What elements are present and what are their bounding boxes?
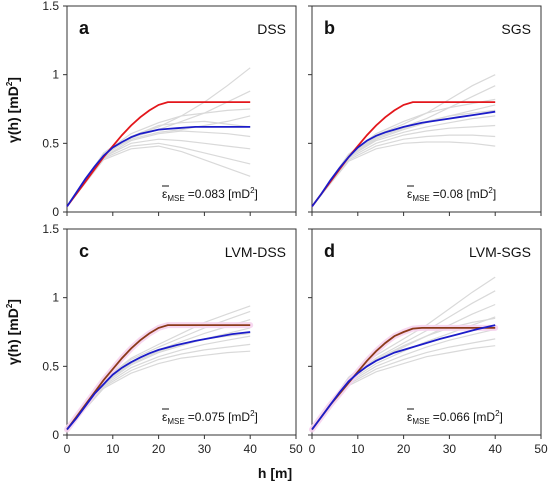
method-label: LVM-SGS [469,244,531,260]
y-tick-label: 0.5 [42,359,59,373]
x-tick-label: 40 [244,442,258,456]
y-axis-title-bottom: γ(h) [mD2] [5,299,21,365]
panel-b: b SGS εMSE =0.08 [mD2] [308,5,542,216]
realization-line [66,327,251,430]
mse-annotation: εMSE =0.08 [mD2] [407,186,496,203]
method-label: LVM-DSS [225,244,286,260]
realization-line [311,141,496,207]
panel-d: 0 10 20 30 40 50 d LVM-SGS εMSE =0.066 [mD2] [308,228,548,456]
mean-variogram-line [311,110,496,208]
x-tick-label: 20 [397,442,411,456]
panel-letter: c [79,241,89,261]
panel-letter: b [324,18,335,38]
y-tick-label: 0 [52,205,59,219]
panel-letter: a [79,18,90,38]
realization-line [66,350,251,430]
panel-a: 0 0.5 1 1.5 a DSS εMSE =0.083 [mD2] [42,0,297,219]
realization-line [311,134,496,207]
x-tick-label: 0 [64,442,71,456]
y-tick-label: 1.5 [42,0,59,13]
x-tick-label: 10 [106,442,120,456]
y-tick-label: 1 [52,291,59,305]
mean-variogram-line [311,324,496,431]
panel-frame [66,228,297,436]
realization-line [66,335,251,430]
x-tick-label: 0 [309,442,316,456]
x-tick-label: 20 [152,442,166,456]
panels: 0 0.5 1 1.5 a DSS εMSE =0.083 [mD2] b SGS εMSE =0.0… [42,0,548,456]
realization-line [66,138,251,207]
x-tick-label: 30 [198,442,212,456]
mean-variogram-line [66,126,251,208]
y-axis-title-top: γ(h) [mD2] [5,77,21,143]
mse-annotation: εMSE =0.083 [mD2] [162,186,258,203]
x-axis-title: h [m] [258,465,292,481]
x-tick-label: 50 [534,442,548,456]
panel-c: 0 10 20 30 40 50 0 0.5 1 1.5 c LVM-DSS εMSE =0.075 [m… [42,222,303,456]
mse-annotation: εMSE =0.066 [mD2] [407,409,503,426]
y-tick-label: 1.5 [42,222,59,236]
x-tick-label: 30 [443,442,457,456]
realization-line [311,124,496,207]
y-tick-label: 1 [52,68,59,82]
method-label: DSS [257,21,286,37]
panel-frame [311,228,542,436]
realization-line [66,145,251,207]
y-tick-label: 0 [52,428,59,442]
realization-line [311,115,496,207]
mse-annotation: εMSE =0.075 [mD2] [162,409,258,426]
realization-line [66,343,251,430]
panel-frame [66,5,297,213]
realization-line [66,142,251,207]
panel-frame [311,5,542,213]
realization-line [311,345,496,430]
reference-variogram-line [66,101,251,208]
x-tick-label: 40 [489,442,503,456]
x-tick-label: 50 [289,442,303,456]
realization-line [66,108,251,207]
panel-letter: d [324,241,335,261]
x-tick-label: 10 [351,442,365,456]
method-label: SGS [501,21,531,37]
y-tick-label: 0.5 [42,136,59,150]
mean-variogram-line [66,331,251,431]
